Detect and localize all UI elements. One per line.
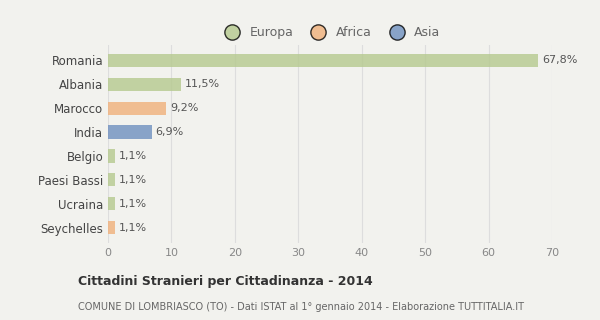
Text: 1,1%: 1,1% [119,199,147,209]
Bar [108,173,115,187]
Bar [108,149,115,163]
Legend: Europa, Africa, Asia: Europa, Africa, Asia [215,21,445,44]
Bar [108,101,166,115]
Text: 11,5%: 11,5% [185,79,220,89]
Text: COMUNE DI LOMBRIASCO (TO) - Dati ISTAT al 1° gennaio 2014 - Elaborazione TUTTITA: COMUNE DI LOMBRIASCO (TO) - Dati ISTAT a… [78,302,524,312]
Text: Cittadini Stranieri per Cittadinanza - 2014: Cittadini Stranieri per Cittadinanza - 2… [78,275,373,288]
Bar [108,197,115,210]
Bar [108,78,181,91]
Text: 1,1%: 1,1% [119,151,147,161]
Bar [108,54,538,67]
Text: 9,2%: 9,2% [170,103,199,113]
Bar [108,221,115,234]
Text: 1,1%: 1,1% [119,175,147,185]
Text: 1,1%: 1,1% [119,223,147,233]
Text: 67,8%: 67,8% [542,55,577,65]
Bar [108,125,152,139]
Text: 6,9%: 6,9% [155,127,184,137]
